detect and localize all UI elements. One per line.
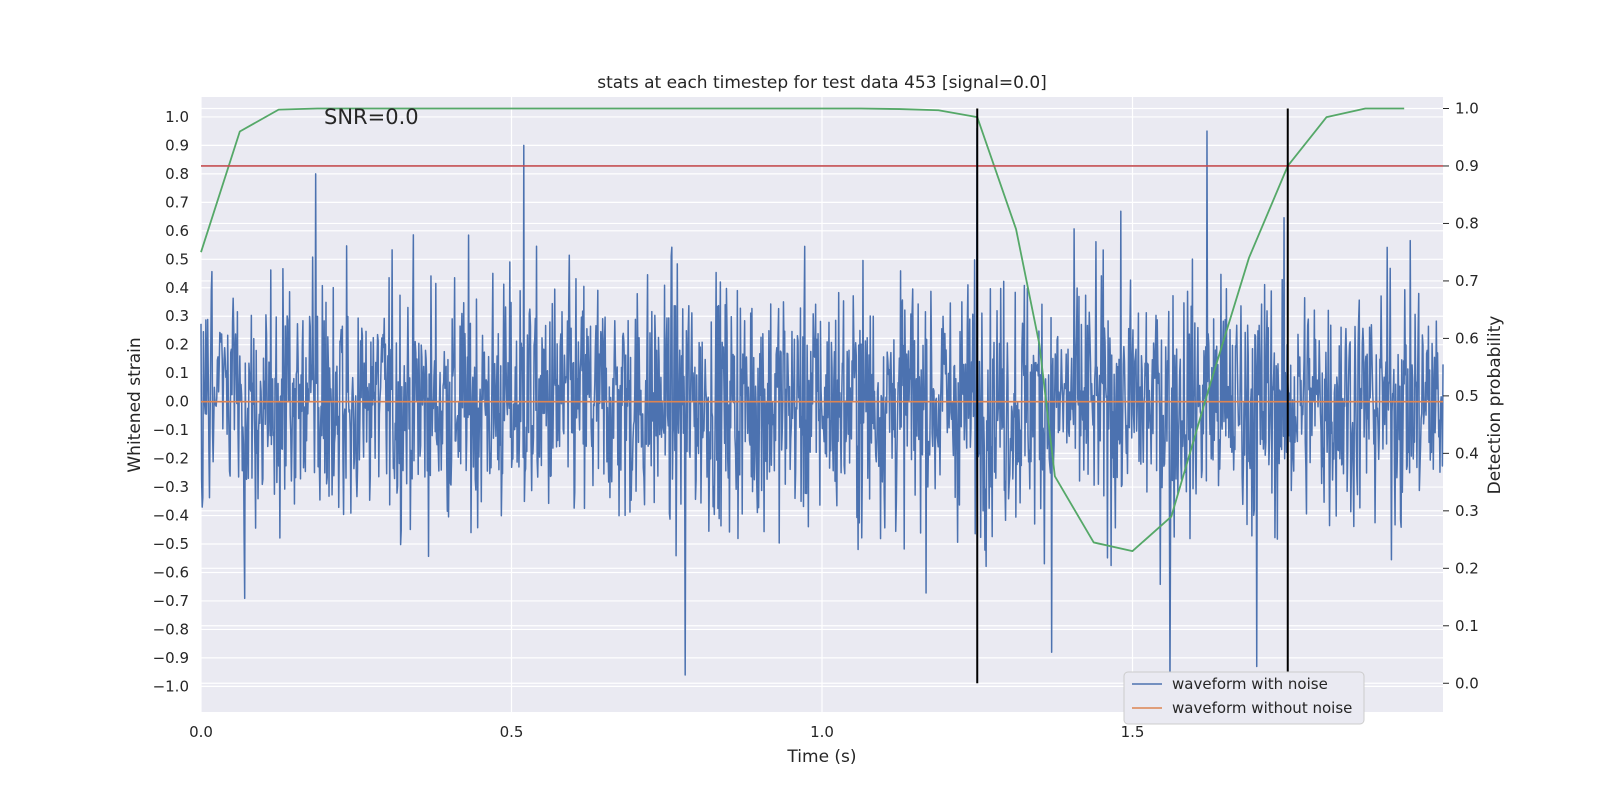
legend-label-waveform-with-noise: waveform with noise bbox=[1172, 675, 1328, 693]
y-axis-label-left: Whitened strain bbox=[125, 337, 145, 472]
y-right-tick-label: 0.0 bbox=[1455, 674, 1479, 692]
y-right-tick-label: 0.3 bbox=[1455, 502, 1479, 520]
chart-title: stats at each timestep for test data 453… bbox=[597, 73, 1047, 93]
series-detection-probability bbox=[200, 107, 1405, 552]
y-left-tick-label: −0.1 bbox=[153, 421, 189, 439]
y-right-tick-label: 0.1 bbox=[1455, 617, 1479, 635]
x-tick-label: 0.0 bbox=[189, 723, 213, 741]
y-right-tick-label: 0.9 bbox=[1455, 157, 1479, 175]
y-left-tick-label: −0.6 bbox=[153, 563, 189, 581]
legend: waveform with noise waveform without noi… bbox=[1123, 671, 1365, 725]
x-tick-label: 0.5 bbox=[500, 723, 524, 741]
x-axis-label: Time (s) bbox=[786, 747, 856, 767]
y-left-tick-label: 0.1 bbox=[165, 364, 189, 382]
legend-label-waveform-without-noise: waveform without noise bbox=[1172, 699, 1352, 717]
y-right-tick-label: 0.8 bbox=[1455, 214, 1479, 232]
y-right-tick-label: 0.7 bbox=[1455, 272, 1479, 290]
y-left-tick-label: −1.0 bbox=[153, 677, 189, 695]
legend-box bbox=[1123, 671, 1365, 725]
y-left-tick-label: 1.0 bbox=[165, 108, 189, 126]
y-left-tick-label: −0.9 bbox=[153, 649, 189, 667]
markers-layer bbox=[201, 108, 1443, 684]
y-left-tick-label: −0.3 bbox=[153, 478, 189, 496]
x-tick-label: 1.5 bbox=[1121, 723, 1145, 741]
y-left-tick-label: 0.8 bbox=[165, 165, 189, 183]
x-tick-label: 1.0 bbox=[810, 723, 834, 741]
y-axis-ticks-right: 0.0 0.1 0.2 0.3 0.4 0.5 0.6 0.7 0.8 0.9 1.0 bbox=[1443, 99, 1479, 692]
y-left-tick-label: −0.4 bbox=[153, 507, 189, 525]
y-left-tick-label: −0.2 bbox=[153, 450, 189, 468]
y-right-tick-label: 0.5 bbox=[1455, 387, 1479, 405]
y-left-tick-label: 0.9 bbox=[165, 136, 189, 154]
y-left-tick-label: 0.4 bbox=[165, 279, 189, 297]
series-waveform-with-noise bbox=[200, 127, 1444, 685]
y-left-tick-label: 0.5 bbox=[165, 250, 189, 268]
y-right-tick-label: 0.2 bbox=[1455, 559, 1479, 577]
series-layer bbox=[200, 107, 1444, 685]
y-left-tick-label: −0.7 bbox=[153, 592, 189, 610]
y-axis-label-right: Detection probability bbox=[1485, 316, 1505, 495]
x-axis-ticks: 0.0 0.5 1.0 1.5 bbox=[189, 723, 1144, 741]
y-left-tick-label: 0.2 bbox=[165, 336, 189, 354]
y-right-tick-label: 0.4 bbox=[1455, 444, 1479, 462]
snr-annotation: SNR=0.0 bbox=[324, 105, 419, 129]
y-left-tick-label: 0.0 bbox=[165, 393, 189, 411]
y-left-tick-label: 0.7 bbox=[165, 193, 189, 211]
y-left-tick-label: −0.8 bbox=[153, 620, 189, 638]
y-axis-ticks-left: 1.0 0.9 0.8 0.7 0.6 0.5 0.4 0.3 0.2 0.1 0.0 −0.1 −0.… bbox=[153, 108, 189, 695]
y-left-tick-label: −0.5 bbox=[153, 535, 189, 553]
y-left-tick-label: 0.3 bbox=[165, 307, 189, 325]
y-right-tick-label: 1.0 bbox=[1455, 99, 1479, 117]
y-right-tick-label: 0.6 bbox=[1455, 329, 1479, 347]
y-left-tick-label: 0.6 bbox=[165, 222, 189, 240]
